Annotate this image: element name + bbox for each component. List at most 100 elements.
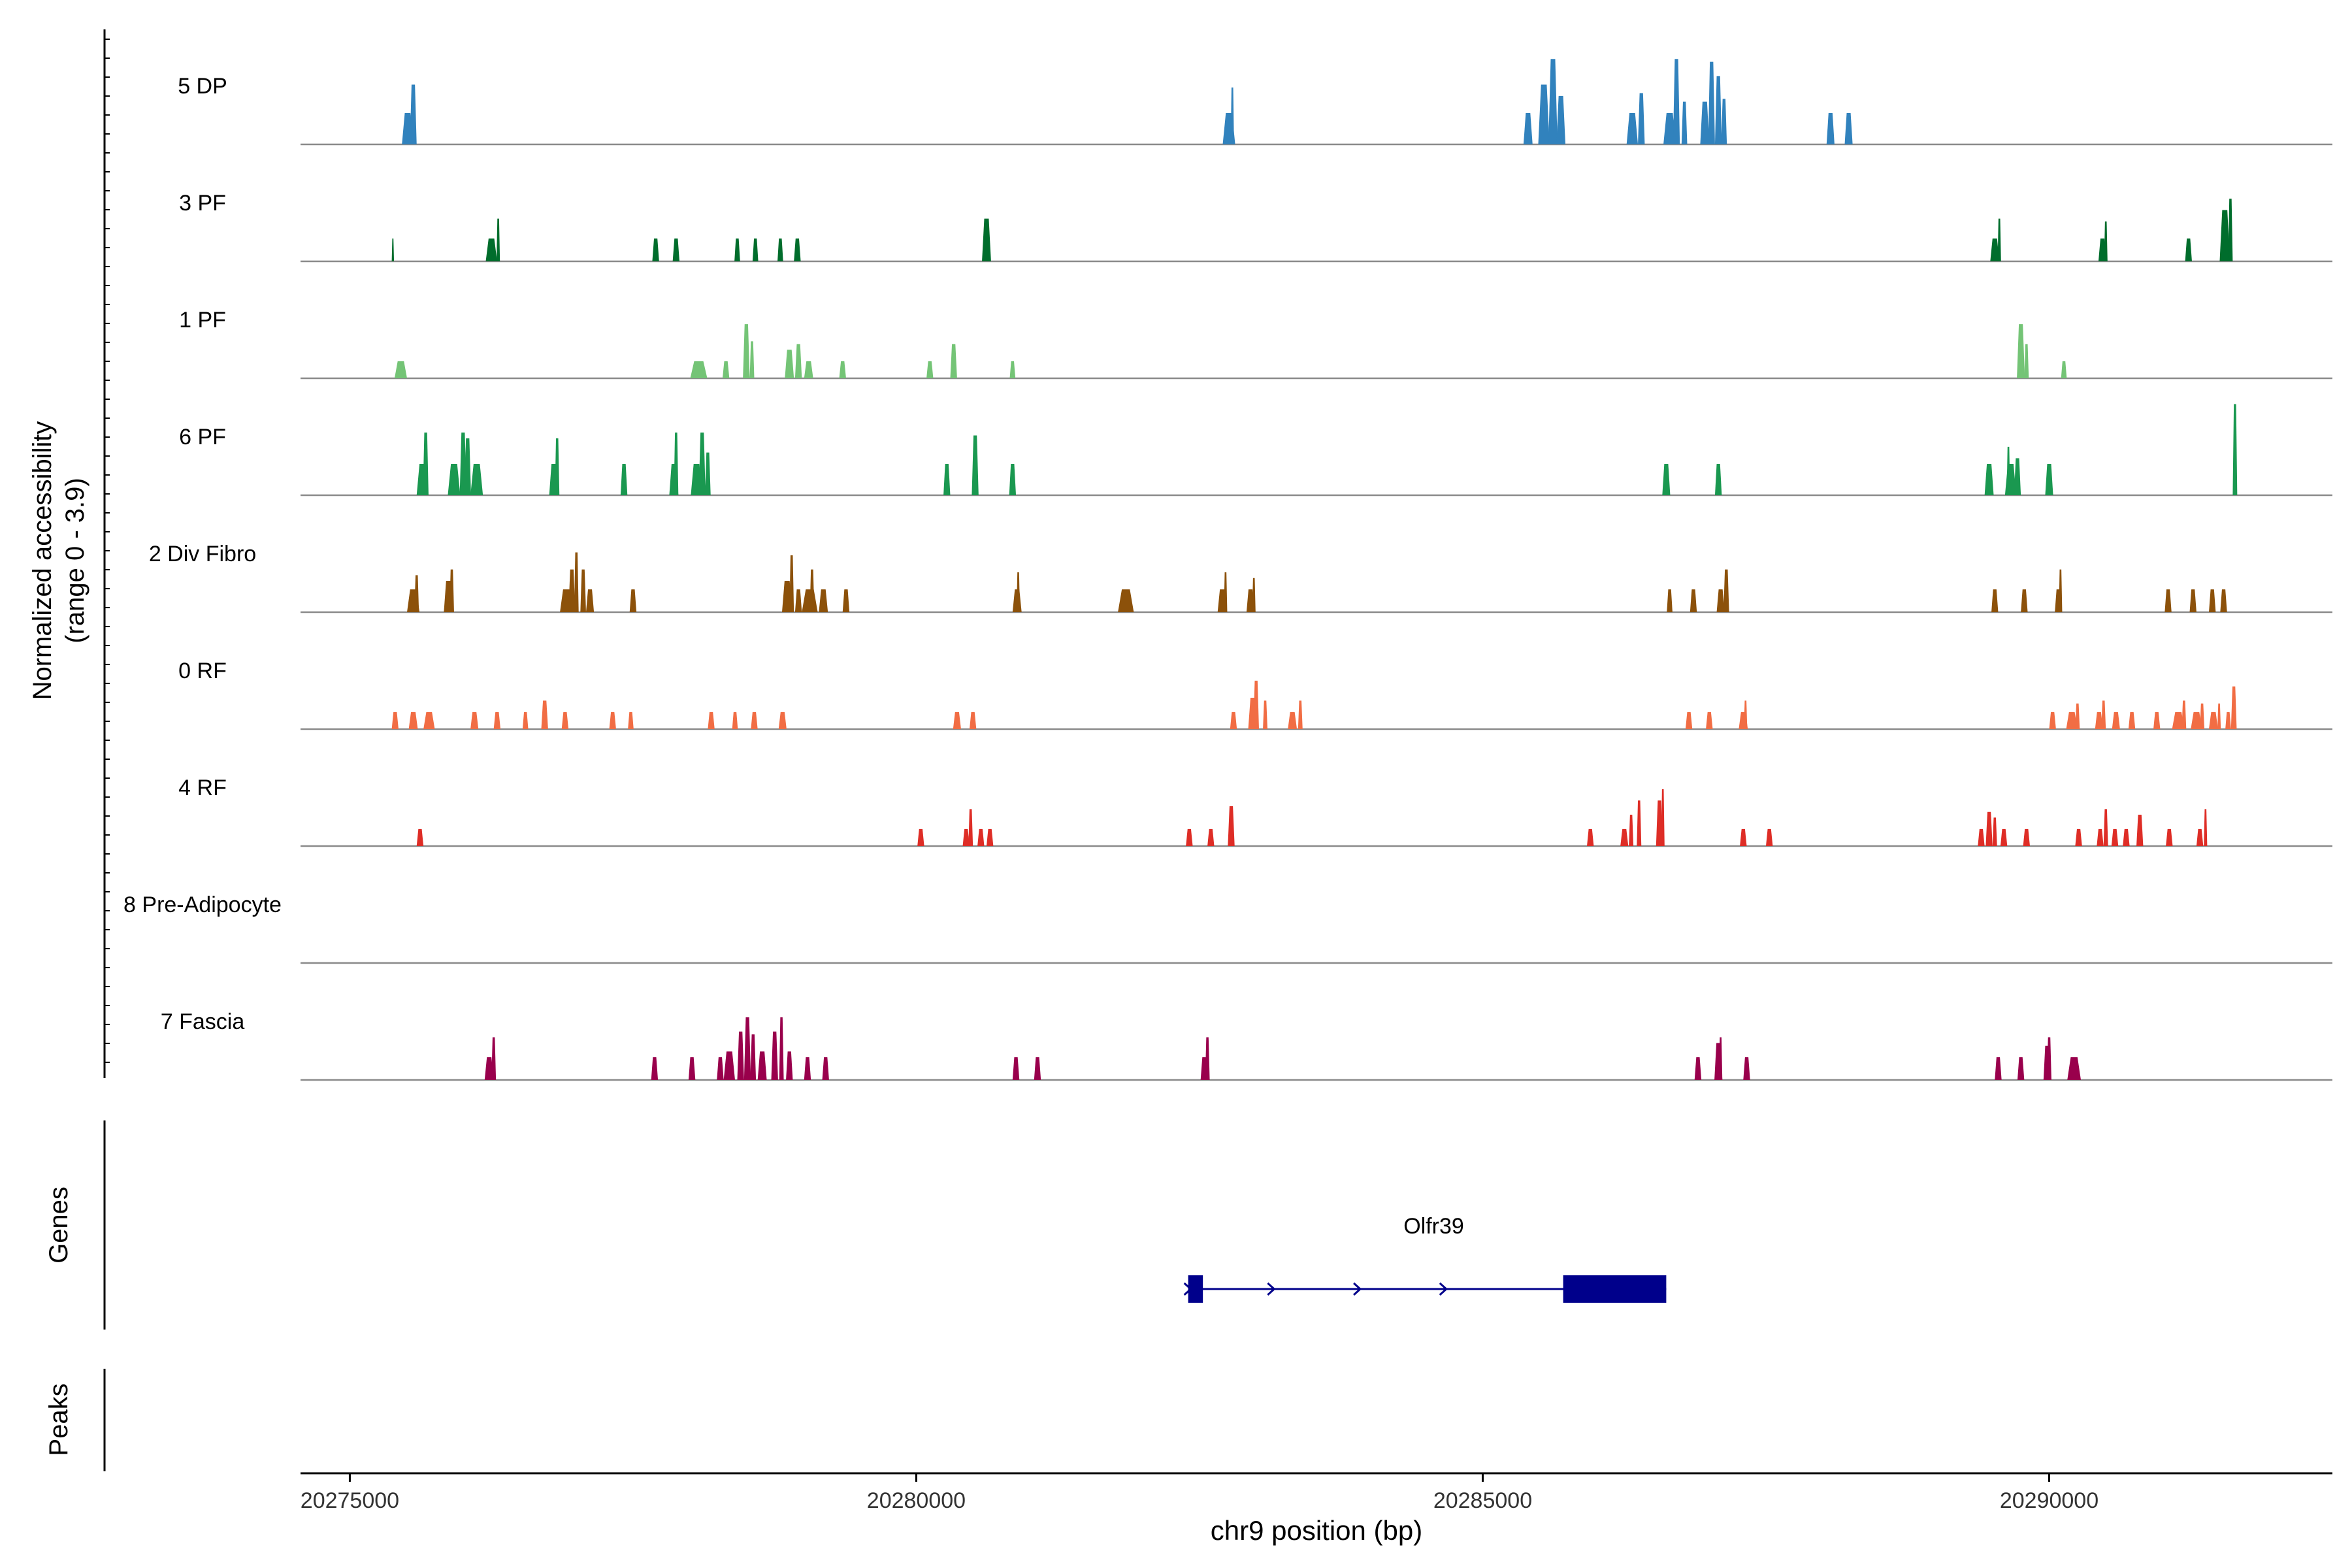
coverage-peak bbox=[1990, 238, 2000, 261]
coverage-peak bbox=[491, 1037, 497, 1080]
coverage-peak bbox=[750, 1034, 757, 1080]
strand-arrow-icon bbox=[1353, 1282, 1362, 1296]
coverage-peak bbox=[943, 464, 951, 495]
coverage-peak bbox=[688, 1057, 696, 1080]
coverage-peak bbox=[1992, 817, 1997, 846]
coverage-peak bbox=[1230, 711, 1237, 729]
coverage-peak bbox=[734, 238, 740, 261]
coverage-peak bbox=[423, 433, 429, 495]
coverage-peak bbox=[2208, 589, 2216, 612]
coverage-peak bbox=[1620, 828, 1629, 846]
coverage-peak bbox=[1656, 800, 1663, 846]
coverage-peak bbox=[1673, 59, 1680, 144]
coverage-peak bbox=[757, 1051, 767, 1080]
coverage-peak bbox=[1685, 711, 1693, 729]
coverage-peak bbox=[449, 569, 454, 612]
coverage-peak bbox=[2123, 828, 2130, 846]
coverage-peak bbox=[1538, 84, 1550, 144]
x-axis-title: chr9 position (bp) bbox=[1211, 1515, 1423, 1546]
coverage-peak bbox=[541, 700, 548, 729]
coverage-peak bbox=[752, 238, 759, 261]
coverage-peak bbox=[962, 828, 970, 846]
coverage-peak bbox=[2217, 703, 2221, 729]
coverage-peak bbox=[789, 555, 794, 612]
coverage-peak bbox=[779, 1017, 784, 1080]
coverage-peak bbox=[1661, 789, 1665, 846]
coverage-peak bbox=[2095, 711, 2103, 729]
coverage-peak bbox=[842, 589, 850, 612]
gene-exon bbox=[1188, 1275, 1203, 1303]
coverage-peak bbox=[771, 1031, 778, 1080]
coverage-peak bbox=[2014, 458, 2021, 495]
coverage-peak bbox=[1263, 700, 1268, 729]
coverage-peak bbox=[1716, 589, 1725, 612]
coverage-peak bbox=[1690, 589, 1697, 612]
track-7-fascia: 7 Fascia bbox=[161, 1009, 2332, 1081]
coverage-peak bbox=[1205, 1037, 1210, 1080]
coverage-peak bbox=[2047, 1037, 2051, 1080]
coverage-peak bbox=[493, 711, 501, 729]
x-tick-label: 20290000 bbox=[2000, 1488, 2099, 1513]
coverage-peak bbox=[2111, 828, 2119, 846]
coverage-peak bbox=[2153, 711, 2161, 729]
track-label: 8 Pre-Adipocyte bbox=[123, 892, 282, 917]
coverage-peak bbox=[1721, 99, 1727, 144]
x-tick-label: 20275000 bbox=[301, 1488, 399, 1513]
genes-panel-label: Genes bbox=[44, 1186, 73, 1264]
coverage-peak bbox=[2128, 711, 2136, 729]
coverage-peak bbox=[2024, 344, 2029, 378]
coverage-peak bbox=[2136, 815, 2144, 846]
coverage-peak bbox=[2075, 703, 2080, 729]
coverage-peak bbox=[568, 569, 576, 612]
coverage-peak bbox=[2185, 238, 2192, 261]
coverage-peak bbox=[1662, 464, 1671, 495]
coverage-peak bbox=[794, 238, 801, 261]
coverage-peak bbox=[2228, 199, 2233, 261]
coverage-peak bbox=[972, 435, 979, 495]
coverage-peak bbox=[484, 1057, 494, 1080]
coverage-y-ticks bbox=[105, 39, 110, 1063]
coverage-peak bbox=[802, 589, 818, 612]
coverage-peak bbox=[2204, 809, 2208, 846]
coverage-peak bbox=[1556, 95, 1566, 144]
coverage-peak bbox=[1681, 101, 1688, 144]
coverage-peak bbox=[2219, 210, 2230, 261]
coverage-peak bbox=[698, 433, 706, 495]
x-axis-ticks: 20275000 20280000 20285000 20290000 bbox=[301, 1473, 2099, 1513]
coverage-peak bbox=[1288, 711, 1298, 729]
coverage-peak bbox=[1708, 61, 1715, 144]
track-label: 7 Fascia bbox=[161, 1009, 245, 1034]
coverage-peak bbox=[1694, 1057, 1702, 1080]
coverage-peak bbox=[1228, 806, 1235, 846]
coverage-peak bbox=[609, 711, 616, 729]
coverage-peak bbox=[778, 711, 787, 729]
coverage-peak bbox=[470, 711, 479, 729]
coverage-peak bbox=[1723, 569, 1729, 612]
coverage-tracks: 5 DP 3 PF 1 PF 6 PF 2 Div Fibro 0 RF 4 RF 8 Pre… bbox=[123, 59, 2332, 1081]
coverage-peak bbox=[1714, 76, 1722, 144]
coverage-peak bbox=[2021, 589, 2028, 612]
coverage-peak bbox=[1298, 700, 1303, 729]
x-tick-label: 20280000 bbox=[867, 1488, 966, 1513]
track-label: 2 Div Fibro bbox=[149, 542, 256, 566]
track-label: 6 PF bbox=[179, 425, 226, 449]
coverage-peak bbox=[628, 711, 634, 729]
coverage-peak bbox=[1744, 700, 1748, 729]
coverage-peak bbox=[1995, 1057, 2002, 1080]
track-label: 1 PF bbox=[179, 308, 226, 333]
coverage-peak bbox=[743, 1017, 751, 1080]
coverage-peak bbox=[496, 218, 500, 261]
coverage-peak bbox=[2097, 828, 2104, 846]
coverage-peak bbox=[1978, 828, 1985, 846]
coverage-peak bbox=[917, 828, 924, 846]
coverage-peak bbox=[585, 589, 595, 612]
coverage-peak bbox=[717, 1057, 724, 1080]
coverage-peak bbox=[2075, 828, 2082, 846]
track-6-pf: 6 PF bbox=[179, 404, 2332, 497]
track-4-rf: 4 RF bbox=[178, 776, 2332, 847]
track-0-rf: 0 RF bbox=[178, 659, 2332, 730]
coverage-peak bbox=[2189, 589, 2197, 612]
coverage-peak bbox=[749, 341, 755, 378]
track-5-dp: 5 DP bbox=[178, 59, 2332, 146]
coverage-peak bbox=[2104, 221, 2108, 261]
